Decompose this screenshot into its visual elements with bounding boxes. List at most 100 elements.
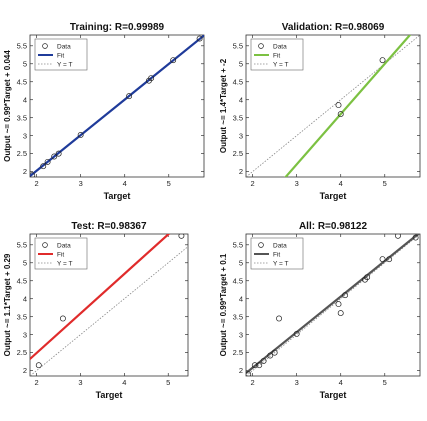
- data-point: [51, 153, 58, 160]
- x-tick-label: 2: [35, 179, 39, 188]
- y-tick-label: 5: [239, 59, 243, 68]
- y-tick-label: 5: [23, 258, 27, 267]
- legend-identity-label: Y = T: [273, 62, 289, 69]
- legend-data-label: Data: [57, 243, 71, 250]
- x-tick-label: 4: [123, 179, 127, 188]
- y-tick-label: 5.5: [233, 41, 243, 50]
- x-tick-label: 4: [122, 378, 126, 387]
- y-tick-label: 3: [23, 330, 27, 339]
- data-point: [260, 357, 267, 364]
- data-point: [170, 57, 177, 64]
- data-point: [256, 362, 263, 369]
- y-tick-label: 2: [23, 366, 27, 375]
- x-tick-label: 2: [34, 378, 38, 387]
- data-point: [246, 371, 252, 376]
- data-point: [337, 111, 344, 118]
- data-point: [335, 301, 342, 308]
- legend-identity-label: Y = T: [57, 62, 73, 69]
- data-point: [386, 256, 393, 263]
- chart-title: Test: R=0.98367: [71, 221, 147, 232]
- data-point: [77, 131, 84, 138]
- data-point: [251, 362, 258, 369]
- data-point: [364, 274, 371, 281]
- x-axis-label: Target: [96, 390, 123, 400]
- x-axis-label: Target: [320, 390, 347, 400]
- legend: Data Fit Y = T: [250, 237, 304, 270]
- x-tick-label: 5: [383, 378, 387, 387]
- data-point: [59, 315, 66, 322]
- x-tick-label: 3: [295, 378, 299, 387]
- y-tick-label: 3.5: [233, 113, 243, 122]
- x-tick-label: 3: [79, 179, 83, 188]
- y-axis-label: Output ~= 0.99*Target + 0.1: [219, 253, 228, 356]
- fit-line: [30, 35, 204, 177]
- data-point: [395, 234, 401, 239]
- y-tick-label: 5: [23, 59, 27, 68]
- data-point: [276, 315, 282, 322]
- y-tick-label: 2.5: [233, 348, 243, 357]
- x-tick-label: 3: [295, 179, 299, 188]
- data-point: [342, 292, 349, 299]
- data-point: [55, 150, 62, 157]
- data-point: [126, 93, 133, 100]
- y-axis-label: Output ~= 0.99*Target + 0.044: [3, 50, 12, 162]
- fit-line: [284, 35, 412, 177]
- y-tick-label: 3: [239, 131, 243, 140]
- chart-title: Training: R=0.99989: [70, 22, 165, 33]
- y-tick-label: 4.5: [17, 77, 27, 86]
- data-point: [35, 362, 42, 369]
- panel-1: Training: R=0.99989 Target Output ~= 0.99*…: [3, 22, 205, 201]
- data-point: [148, 75, 155, 82]
- legend-fit-label: Fit: [57, 252, 64, 259]
- legend-identity-label: Y = T: [57, 261, 73, 268]
- legend-fit-label: Fit: [273, 53, 280, 60]
- legend: Data Fit Y = T: [34, 237, 88, 270]
- y-tick-label: 4.5: [233, 276, 243, 285]
- y-axis-label: Output ~= 1.4*Target + -2: [219, 58, 228, 153]
- y-tick-label: 4: [239, 95, 243, 104]
- y-tick-label: 4: [23, 95, 27, 104]
- chart-title: Validation: R=0.98069: [282, 22, 385, 33]
- y-tick-label: 2: [239, 167, 243, 176]
- y-tick-label: 4.5: [233, 77, 243, 86]
- legend-data-marker: [42, 242, 48, 248]
- identity-line: [246, 234, 420, 376]
- data-point: [293, 330, 300, 337]
- legend: Data Fit Y = T: [250, 38, 304, 71]
- data-point: [178, 234, 185, 239]
- data-point: [335, 102, 342, 109]
- y-tick-label: 4: [239, 294, 243, 303]
- data-point: [379, 256, 386, 263]
- y-tick-label: 4.5: [17, 276, 27, 285]
- x-tick-label: 4: [339, 179, 343, 188]
- legend-data-label: Data: [273, 243, 287, 250]
- y-tick-label: 5.5: [17, 41, 27, 50]
- y-tick-label: 4: [23, 294, 27, 303]
- y-tick-label: 5: [239, 258, 243, 267]
- data-point: [412, 234, 419, 241]
- y-tick-label: 3: [239, 330, 243, 339]
- y-tick-label: 3.5: [233, 312, 243, 321]
- plot-marks: [246, 234, 420, 376]
- data-point: [44, 158, 51, 165]
- y-tick-label: 5.5: [17, 240, 27, 249]
- y-tick-label: 3: [23, 131, 27, 140]
- legend-data-label: Data: [57, 44, 71, 51]
- fit-line: [30, 234, 171, 361]
- x-tick-label: 3: [78, 378, 82, 387]
- legend-identity-label: Y = T: [273, 261, 289, 268]
- y-tick-label: 3.5: [17, 113, 27, 122]
- fit-line: [246, 234, 420, 375]
- x-tick-label: 2: [251, 179, 255, 188]
- y-tick-label: 2: [23, 167, 27, 176]
- legend: Data Fit Y = T: [34, 38, 88, 71]
- legend-data-marker: [42, 43, 48, 49]
- panel-2: Validation: R=0.98069 Target Output ~= 1.4…: [219, 22, 421, 201]
- identity-line: [30, 246, 188, 376]
- legend-data-marker: [258, 43, 264, 49]
- legend-fit-label: Fit: [57, 53, 64, 60]
- identity-line: [246, 35, 420, 177]
- data-point: [337, 310, 344, 317]
- x-axis-label: Target: [320, 191, 347, 201]
